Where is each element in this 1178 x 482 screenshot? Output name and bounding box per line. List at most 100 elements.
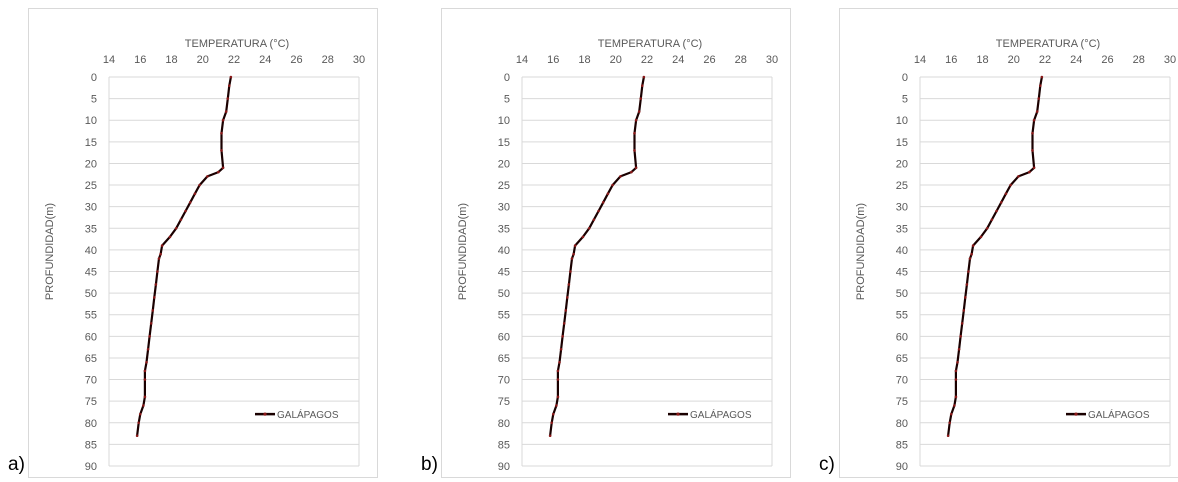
y-tick-label: 35 (85, 223, 97, 235)
y-tick-label: 30 (896, 202, 908, 214)
y-tick-label: 25 (85, 180, 97, 192)
y-tick-label: 35 (896, 223, 908, 235)
data-point (561, 335, 564, 338)
data-point (1039, 84, 1042, 87)
data-point (154, 283, 158, 286)
data-point (148, 335, 151, 338)
y-tick-label: 55 (85, 310, 97, 322)
series-line (136, 76, 232, 436)
data-point (184, 209, 187, 213)
chart-panel-c: 0 5 10 15 20 25 30 35 40 45 50 55 60 65 70 75 80 85 90 14 16… (839, 8, 1178, 478)
data-point (217, 170, 220, 174)
x-tick-label: 28 (735, 54, 747, 66)
data-point (569, 270, 572, 273)
panel-label-b: b) (421, 454, 438, 475)
y-tick-label: 5 (902, 94, 908, 106)
x-axis-title: TEMPERATURA (°C) (996, 38, 1100, 50)
legend-marker (263, 412, 267, 416)
data-point (556, 378, 560, 381)
x-tick-label: 18 (165, 54, 177, 66)
data-point (957, 348, 961, 351)
y-tick-label: 60 (896, 331, 908, 343)
data-point (1031, 149, 1034, 152)
data-point (556, 395, 560, 399)
y-tick-label: 0 (504, 72, 510, 84)
x-tick-label: 24 (1070, 54, 1082, 66)
data-point (948, 421, 951, 425)
y-tick-label: 80 (85, 418, 97, 430)
data-point (138, 412, 142, 416)
data-point (567, 283, 571, 286)
y-tick-label: 45 (85, 267, 97, 279)
data-point (970, 252, 973, 256)
y-tick-label: 50 (85, 288, 97, 300)
data-point (562, 322, 566, 325)
x-tick-label: 20 (197, 54, 209, 66)
y-tick-label: 10 (85, 115, 97, 127)
series-line (549, 76, 645, 436)
data-point (198, 183, 201, 187)
x-tick-label: 20 (1008, 54, 1020, 66)
data-point (597, 209, 600, 213)
y-tick-label: 50 (498, 288, 510, 300)
data-point (587, 226, 591, 230)
data-point (135, 434, 139, 438)
y-tick-label: 80 (498, 418, 510, 430)
data-point (156, 270, 159, 273)
y-tick-label: 20 (498, 158, 510, 170)
y-tick-label: 90 (896, 461, 908, 473)
data-point (1028, 170, 1031, 174)
data-point (1037, 97, 1041, 100)
data-point (634, 118, 638, 122)
data-point (224, 110, 228, 113)
y-tick-label: 5 (504, 94, 510, 106)
data-point (619, 175, 622, 178)
data-point (611, 183, 614, 187)
data-point (570, 257, 574, 260)
y-axis-title: PROFUNDIDAD(m) (457, 203, 469, 300)
chart-panel-a: 0 5 10 15 20 25 30 35 40 45 50 55 60 65 70 75 80 85 90 14 16… (28, 8, 378, 478)
data-point (188, 201, 192, 204)
y-tick-label: 90 (498, 461, 510, 473)
y-tick-label: 45 (498, 267, 510, 279)
data-point (1031, 131, 1034, 135)
data-point (149, 322, 153, 325)
x-tick-label: 18 (976, 54, 988, 66)
data-point (143, 369, 147, 373)
data-point (985, 226, 989, 230)
chart-panel-b: 0 5 10 15 20 25 30 35 40 45 50 55 60 65 70 75 80 85 90 14 16… (441, 8, 791, 478)
data-point (954, 395, 958, 399)
x-tick-label: 14 (516, 54, 528, 66)
data-point (641, 84, 644, 87)
y-tick-label: 80 (896, 418, 908, 430)
x-tick-label: 16 (134, 54, 146, 66)
panel-label-a: a) (8, 454, 25, 475)
y-tick-label: 70 (896, 375, 908, 387)
data-point (995, 209, 998, 213)
data-point (145, 360, 148, 364)
y-tick-label: 55 (896, 310, 908, 322)
data-point (572, 252, 575, 256)
y-axis-title: PROFUNDIDAD(m) (44, 203, 56, 300)
x-tick-label: 14 (103, 54, 115, 66)
data-point (548, 434, 552, 438)
x-tick-label: 24 (259, 54, 271, 66)
data-point (971, 244, 975, 247)
data-point (953, 404, 956, 407)
series-line (947, 76, 1043, 436)
y-tick-label: 65 (896, 353, 908, 365)
data-point (206, 175, 209, 178)
y-tick-label: 40 (498, 245, 510, 257)
data-point (137, 421, 140, 425)
x-tick-label: 24 (672, 54, 684, 66)
data-point (142, 404, 145, 407)
y-tick-label: 65 (85, 353, 97, 365)
data-point (193, 192, 197, 195)
panel-label-c: c) (819, 454, 835, 475)
data-point (964, 296, 967, 299)
data-point (174, 226, 178, 230)
data-point (1009, 183, 1012, 187)
data-point (556, 369, 560, 373)
data-point (1017, 175, 1020, 178)
data-point (229, 75, 233, 79)
